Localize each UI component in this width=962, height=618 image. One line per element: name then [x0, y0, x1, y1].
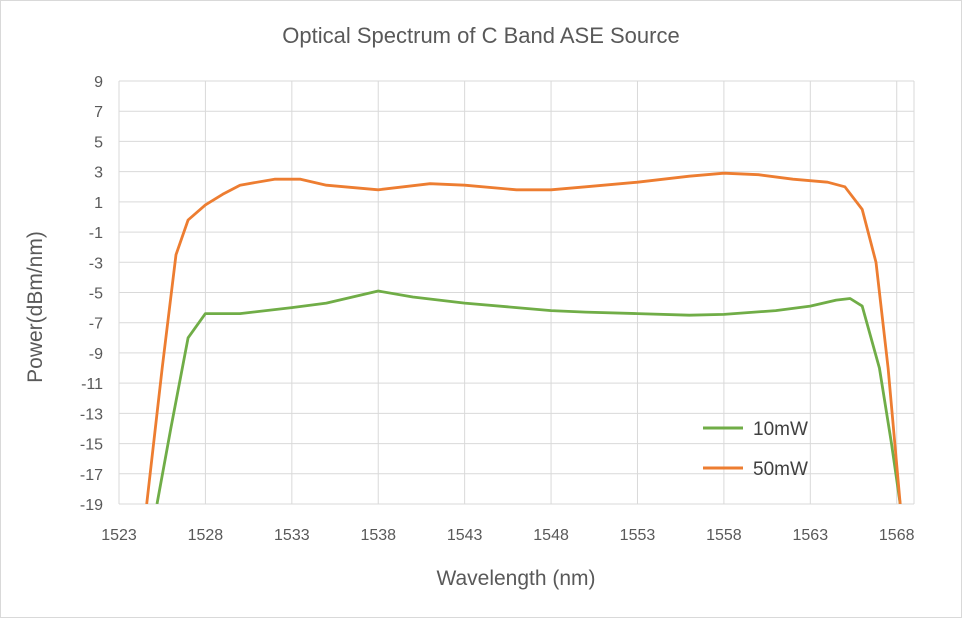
x-tick-label: 1568 — [879, 527, 915, 544]
x-axis-title: Wavelength (nm) — [436, 567, 595, 590]
x-tick-label: 1563 — [793, 527, 829, 544]
x-tick-label: 1543 — [447, 527, 483, 544]
legend: 10mW 50mW — [703, 419, 808, 480]
x-tick-label: 1548 — [533, 527, 569, 544]
x-tick-label: 1528 — [188, 527, 224, 544]
y-tick-label: -7 — [89, 316, 103, 333]
y-tick-label: -17 — [80, 467, 103, 484]
y-tick-label: -1 — [89, 225, 103, 242]
x-tick-label: 1553 — [620, 527, 656, 544]
y-tick-label: 5 — [94, 134, 103, 151]
series-line-50mW — [145, 171, 902, 504]
x-tick-label: 1558 — [706, 527, 742, 544]
y-tick-label: 3 — [94, 165, 103, 182]
x-tick-label: 1538 — [360, 527, 396, 544]
y-tick-label: 9 — [94, 74, 103, 91]
y-axis-title: Power(dBm/nm) — [24, 231, 47, 383]
y-tick-label: -5 — [89, 286, 103, 303]
series-lines — [145, 171, 902, 504]
y-tick-label: -9 — [89, 346, 103, 363]
y-tick-label: 7 — [94, 104, 103, 121]
y-tick-label: -11 — [81, 376, 103, 393]
x-tick-label: 1523 — [101, 527, 137, 544]
legend-label: 10mW — [753, 419, 808, 440]
y-tick-label: -19 — [80, 497, 103, 514]
series-line-10mW — [155, 289, 902, 504]
y-tick-label: -3 — [89, 255, 103, 272]
x-axis-ticks: 1523 1528 1533 1538 1543 1548 1553 1558 1563 1568 — [101, 527, 914, 544]
y-axis-ticks: 9 7 5 3 1 -1 -3 -5 -7 -9 -11 -13 -15 -17 -19 — [80, 74, 103, 514]
y-tick-label: -13 — [80, 406, 103, 423]
legend-label: 50mW — [753, 459, 808, 480]
y-tick-label: 1 — [94, 195, 103, 212]
y-tick-label: -15 — [80, 437, 103, 454]
gridlines — [118, 80, 915, 505]
chart-title: Optical Spectrum of C Band ASE Source — [282, 23, 679, 48]
x-tick-label: 1533 — [274, 527, 310, 544]
